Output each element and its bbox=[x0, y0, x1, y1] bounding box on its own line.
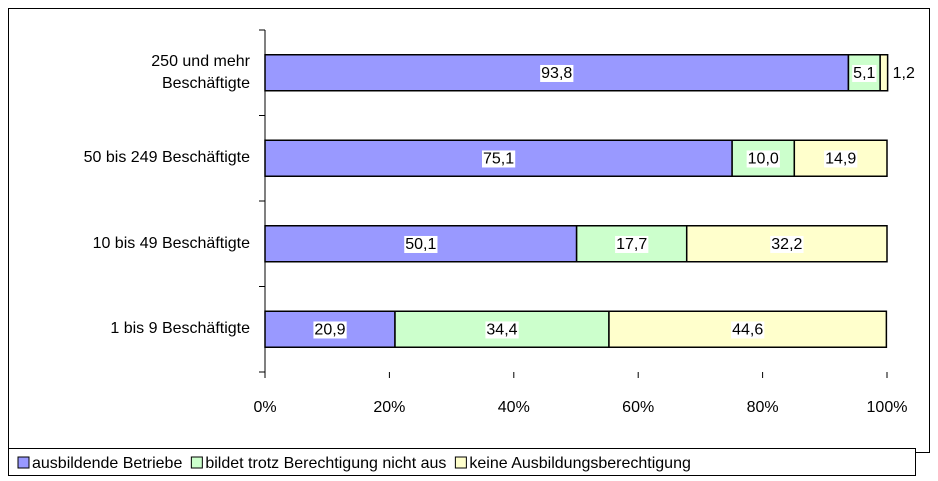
data-label: 93,8 bbox=[541, 65, 572, 82]
legend-swatch bbox=[454, 456, 467, 469]
label-bg bbox=[731, 321, 765, 339]
category-label: 10 bis 49 Beschäftigte bbox=[92, 234, 250, 252]
bar-segment bbox=[264, 310, 396, 348]
x-tick-label: 0% bbox=[253, 399, 276, 416]
x-tick-label: 100% bbox=[867, 399, 908, 416]
label-bg bbox=[852, 64, 877, 82]
label-bg bbox=[770, 235, 804, 253]
legend-swatch bbox=[190, 456, 203, 469]
data-label: 75,1 bbox=[483, 150, 514, 167]
x-tick-label: 40% bbox=[498, 399, 530, 416]
data-label: 34,4 bbox=[486, 321, 517, 338]
legend-box bbox=[8, 448, 916, 476]
legend-label: ausbildende Betriebe bbox=[32, 455, 182, 472]
bar-segment bbox=[879, 54, 889, 92]
category-label: 1 bis 9 Beschäftigte bbox=[110, 320, 250, 338]
legend-swatch bbox=[17, 456, 30, 469]
data-label: 14,9 bbox=[825, 150, 856, 167]
x-tick-label: 20% bbox=[373, 399, 405, 416]
legend-label: bildet trotz Berechtigung nicht aus bbox=[205, 455, 446, 472]
category-label: 250 und mehr Beschäftigte bbox=[151, 52, 250, 92]
data-label: 17,7 bbox=[616, 236, 647, 253]
label-bg bbox=[540, 64, 574, 82]
data-label: 50,1 bbox=[405, 236, 436, 253]
label-bg bbox=[485, 321, 519, 339]
label-bg bbox=[481, 150, 516, 168]
category-label: 50 bis 249 Beschäftigte bbox=[83, 149, 250, 167]
label-bg bbox=[824, 150, 858, 168]
data-label: 5,1 bbox=[853, 65, 875, 82]
x-tick-label: 60% bbox=[622, 399, 654, 416]
label-bg bbox=[404, 235, 438, 253]
data-label: 10,0 bbox=[748, 150, 779, 167]
data-label: 32,2 bbox=[771, 236, 802, 253]
data-label: 1,2 bbox=[893, 65, 915, 82]
label-bg bbox=[746, 150, 780, 168]
data-label: 20,9 bbox=[314, 321, 345, 338]
x-tick-label: 80% bbox=[747, 399, 779, 416]
legend-label: keine Ausbildungsberechtigung bbox=[469, 455, 691, 472]
label-bg bbox=[313, 321, 347, 339]
data-label: 44,6 bbox=[732, 321, 763, 338]
label-bg bbox=[615, 235, 649, 253]
